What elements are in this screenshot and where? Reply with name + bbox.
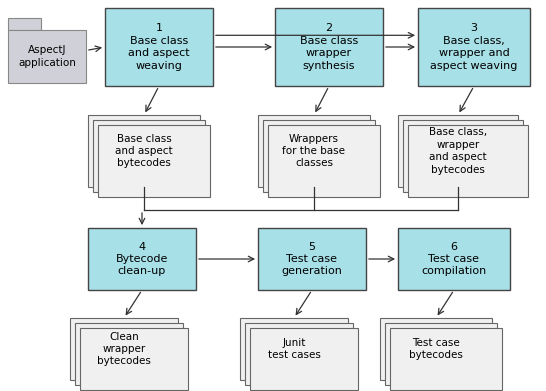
Text: 2
Base class
wrapper
synthesis: 2 Base class wrapper synthesis [300,23,358,71]
Bar [418,8,530,86]
Bar [258,228,366,290]
Bar [263,120,375,192]
Bar [245,323,353,385]
Text: 1
Base class
and aspect
weaving: 1 Base class and aspect weaving [128,23,190,71]
Bar [258,115,370,187]
Bar [240,318,348,380]
Bar [403,120,523,192]
Bar [98,125,210,197]
Text: Base class
and aspect
bytecodes: Base class and aspect bytecodes [115,134,173,169]
Bar [385,323,497,385]
Bar [275,8,383,86]
Bar [70,318,178,380]
Bar [390,328,502,390]
Bar [80,328,188,390]
Bar [105,8,213,86]
Text: 5
Test case
generation: 5 Test case generation [282,242,342,276]
Text: 6
Test case
compilation: 6 Test case compilation [422,242,486,276]
Text: AspectJ
application: AspectJ application [18,45,76,68]
Text: Clean
wrapper
bytecodes: Clean wrapper bytecodes [97,332,151,366]
Bar [93,120,205,192]
Bar [8,18,41,30]
Text: Base class,
wrapper
and aspect
bytecodes: Base class, wrapper and aspect bytecodes [429,127,487,175]
Bar [75,323,183,385]
Bar [408,125,528,197]
Bar [88,115,200,187]
Bar [268,125,380,197]
Bar [250,328,358,390]
Text: Test case
bytecodes: Test case bytecodes [409,338,463,360]
Text: 4
Bytecode
clean-up: 4 Bytecode clean-up [116,242,168,276]
Bar [398,115,518,187]
Bar [8,30,86,83]
Text: 3
Base class,
wrapper and
aspect weaving: 3 Base class, wrapper and aspect weaving [430,23,518,71]
Text: Wrappers
for the base
classes: Wrappers for the base classes [282,134,346,169]
Bar [398,228,510,290]
Text: Junit
test cases: Junit test cases [268,338,321,360]
Bar [380,318,492,380]
Bar [88,228,196,290]
